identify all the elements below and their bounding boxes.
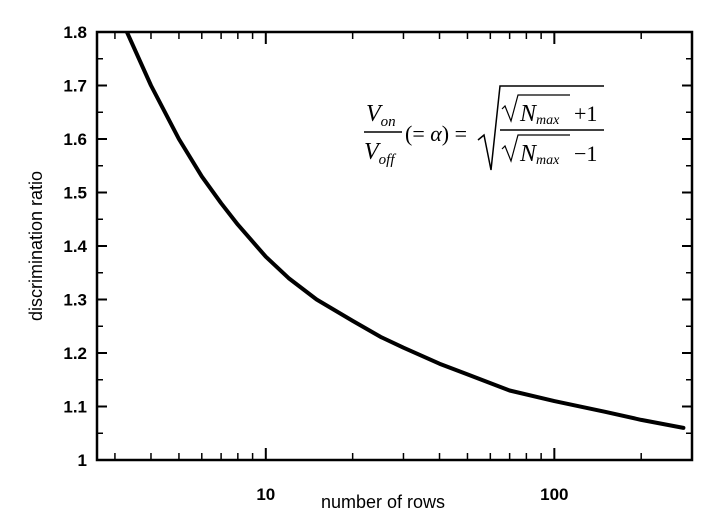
y-tick-label: 1.1 <box>63 398 87 417</box>
y-tick-label: 1.7 <box>63 77 87 96</box>
x-axis-title: number of rows <box>321 492 445 512</box>
y-axis-ticks: 1 1.1 1.2 1.3 1.4 1.5 1.6 1.7 1.8 <box>63 23 692 470</box>
y-tick-label: 1.8 <box>63 23 87 42</box>
formula-den-n: Nmax <box>519 141 560 168</box>
y-axis-title: discrimination ratio <box>26 171 46 321</box>
y-tick-label: 1.5 <box>63 184 87 203</box>
y-tick-label: 1 <box>78 451 87 470</box>
series-layer <box>127 32 684 428</box>
y-tick-label: 1.4 <box>63 237 87 256</box>
formula-den-minus-one: −1 <box>574 141 597 166</box>
formula-annotation: Von Voff (= α) = Nmax +1 Nmax −1 <box>364 86 604 170</box>
x-tick-label: 10 <box>256 485 275 504</box>
y-tick-label: 1.2 <box>63 344 87 363</box>
formula-von: Von <box>366 101 396 130</box>
x-tick-label: 100 <box>540 485 568 504</box>
y-tick-label: 1.6 <box>63 130 87 149</box>
plot-frame <box>97 32 692 460</box>
y-tick-label: 1.3 <box>63 291 87 310</box>
series-line <box>127 32 684 428</box>
x-axis-ticks: 10 100 <box>115 32 692 504</box>
formula-num-n: Nmax <box>519 101 560 128</box>
formula-voff: Voff <box>364 139 396 168</box>
formula-alpha: (= α) = <box>405 121 467 146</box>
formula-num-plus-one: +1 <box>574 101 597 126</box>
